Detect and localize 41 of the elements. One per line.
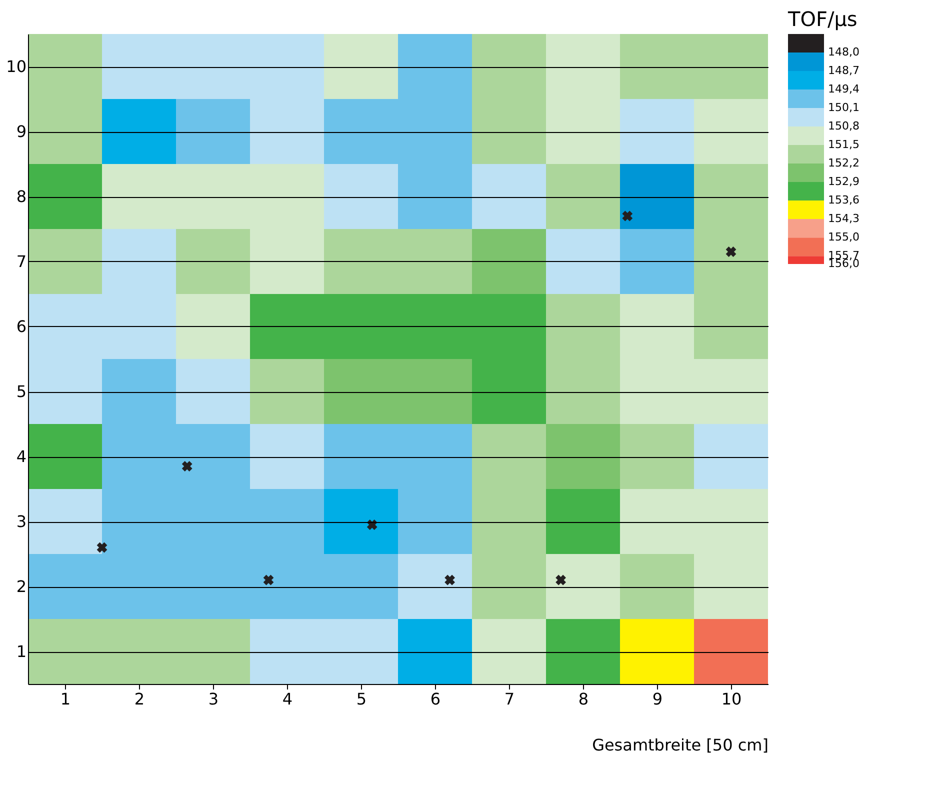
color-bar-title: TOF/µs [787, 7, 858, 31]
color-bar-label: 153,6 [828, 194, 860, 207]
y-tick-label: 7 [16, 252, 26, 271]
y-tick-label: 3 [16, 512, 26, 531]
color-bar-label: 150,1 [828, 101, 860, 114]
x-tick-label: 8 [578, 690, 589, 708]
y-tick-label: 9 [16, 122, 26, 141]
point [182, 461, 192, 472]
point [726, 246, 736, 257]
x-tick-label: 3 [208, 690, 219, 708]
x-tick-label: 9 [652, 690, 663, 708]
color-bar-label: 152,9 [828, 175, 860, 188]
x-axis-title: Gesamtbreite [50 cm] [592, 736, 768, 754]
color-bar-label: 152,2 [828, 156, 860, 170]
color-bar-label: 156,0 [828, 257, 860, 270]
color-bar-label: 151,5 [828, 138, 860, 152]
y-tick-label: 8 [16, 187, 26, 206]
color-bar-label: 148,0 [828, 46, 860, 59]
color-bar-label: 149,4 [828, 82, 860, 96]
y-tick-label: 6 [16, 317, 26, 336]
x-tick-label: 6 [430, 690, 441, 708]
y-tick-label: 4 [16, 447, 26, 466]
color-bar-label: 148,7 [828, 64, 860, 78]
color-bar-label: 150,8 [828, 120, 860, 133]
x-tick-label: 10 [721, 690, 742, 708]
x-tick-label: 7 [504, 690, 515, 708]
y-tick-label: 5 [16, 382, 26, 401]
point [96, 542, 108, 553]
point [444, 574, 455, 586]
x-tick-label: 1 [60, 690, 71, 708]
x-tick-label: 5 [356, 690, 367, 708]
point [556, 574, 566, 586]
y-tick-label: 1 [16, 642, 26, 661]
color-bar-label: 155,0 [828, 230, 860, 244]
point [263, 574, 274, 586]
y-tick-label: 10 [6, 57, 26, 76]
point [622, 210, 633, 222]
x-tick-label: 2 [134, 690, 145, 708]
x-tick-label: 4 [282, 690, 293, 708]
color-bar-label: 154,3 [828, 212, 860, 226]
y-tick-label: 2 [16, 577, 26, 596]
